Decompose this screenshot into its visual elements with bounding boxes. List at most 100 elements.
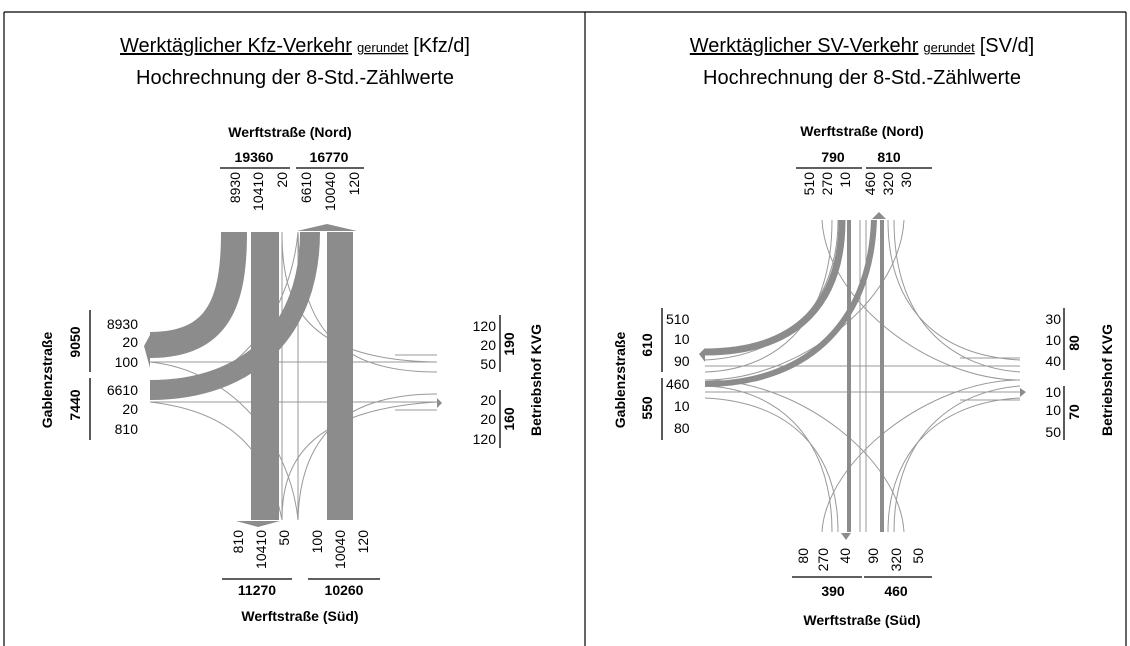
west-out-value: 20 — [122, 334, 138, 350]
west-out-value: 90 — [674, 353, 690, 369]
south-out-value: 270 — [815, 548, 831, 572]
flow-west-to-north — [704, 219, 877, 387]
arrow-east-out — [1020, 388, 1026, 397]
south-total-out: 11270 — [238, 582, 276, 598]
east-out-value: 30 — [1045, 311, 1061, 327]
south-road-label: Werftstraße (Süd) — [803, 612, 920, 628]
south-out-value: 10410 — [253, 530, 269, 569]
south-in-value: 90 — [865, 548, 881, 564]
south-road-label: Werftstraße (Süd) — [241, 608, 358, 624]
west-in-value: 20 — [122, 401, 138, 417]
north-out-value: 320 — [880, 172, 896, 196]
east-out-value: 120 — [473, 318, 497, 334]
north-out-value: 10040 — [322, 172, 338, 211]
west-in-value: 6610 — [107, 382, 138, 398]
north-in-value: 270 — [819, 172, 835, 196]
south-out-value: 50 — [276, 530, 292, 546]
arrow-north-out — [297, 224, 357, 231]
west-in-value: 80 — [674, 420, 690, 436]
south-in-value: 120 — [355, 530, 371, 554]
south-in-value: 10040 — [332, 530, 348, 569]
north-out-value: 460 — [862, 172, 878, 196]
east-in-value: 20 — [480, 411, 496, 427]
panel-title: Werktäglicher SV-Verkehr gerundet [SV/d] — [690, 35, 1034, 57]
north-total-in: 19360 — [235, 149, 274, 165]
west-out-value: 10 — [674, 331, 690, 347]
west-out-value: 510 — [666, 311, 690, 327]
west-in-value: 460 — [666, 376, 690, 392]
south-out-value: 810 — [230, 530, 246, 554]
thin-lane-lines — [704, 219, 1021, 533]
title-unit: [SV/d] — [980, 35, 1034, 57]
east-out-value: 40 — [1045, 353, 1061, 369]
east-in-value: 10 — [1045, 384, 1061, 400]
flow-north-to-west — [704, 219, 846, 356]
north-in-value: 8930 — [227, 172, 243, 203]
arrow-south-out — [236, 521, 280, 527]
west-total-out: 610 — [639, 333, 655, 357]
flow-arrows — [699, 212, 1026, 540]
south-total-in: 460 — [884, 583, 908, 599]
north-values: 510 270 10 460 320 30 — [801, 172, 914, 196]
east-total-out: 80 — [1066, 335, 1082, 351]
west-total-in: 7440 — [67, 389, 83, 420]
south-out-value: 80 — [795, 548, 811, 564]
north-in-value: 510 — [801, 172, 817, 196]
west-road-label: Gablenzstraße — [612, 332, 628, 429]
panel-kfz: Werktäglicher Kfz-Verkehr gerundet [Kfz/d]… — [39, 35, 544, 624]
east-in-value: 120 — [473, 431, 497, 447]
east-in-value: 20 — [480, 392, 496, 408]
east-out-value: 10 — [1045, 332, 1061, 348]
east-total-in: 160 — [501, 407, 517, 431]
title-main: Werktäglicher SV-Verkehr — [690, 35, 919, 57]
south-in-value: 100 — [309, 530, 325, 554]
north-total-in: 790 — [821, 149, 845, 165]
east-out-value: 50 — [480, 356, 496, 372]
north-road-label: Werftstraße (Nord) — [800, 123, 923, 139]
north-out-value: 120 — [346, 172, 362, 196]
south-in-value: 50 — [910, 548, 926, 564]
north-values: 8930 10410 20 6610 10040 120 — [227, 172, 362, 211]
east-road-label: Betriebshof KVG — [528, 324, 544, 436]
north-total-out: 810 — [877, 149, 901, 165]
panel-subtitle: Hochrechnung der 8-Std.-Zählwerte — [136, 67, 454, 89]
south-total-in: 10260 — [325, 582, 364, 598]
arrow-south-out — [841, 533, 851, 540]
west-out-value: 100 — [115, 354, 139, 370]
east-in-value: 10 — [1045, 402, 1061, 418]
north-in-value: 10410 — [250, 172, 266, 211]
west-in-value: 810 — [115, 421, 139, 437]
west-total-out: 9050 — [67, 326, 83, 357]
east-in-value: 50 — [1045, 424, 1061, 440]
flow-north-to-west — [149, 231, 247, 358]
north-out-value: 30 — [898, 172, 914, 188]
south-in-value: 320 — [888, 548, 904, 572]
west-out-value: 8930 — [107, 316, 138, 332]
east-total-out: 190 — [501, 332, 517, 356]
east-total-in: 70 — [1066, 404, 1082, 420]
panel-subtitle: Hochrechnung der 8-Std.-Zählwerte — [703, 67, 1021, 89]
north-road-label: Werftstraße (Nord) — [228, 124, 351, 140]
south-values: 810 10410 50 100 10040 120 — [230, 530, 371, 569]
south-out-value: 40 — [837, 548, 853, 564]
west-road-label: Gablenzstraße — [39, 332, 55, 429]
title-small: gerundet — [357, 40, 409, 55]
traffic-flows — [704, 219, 884, 532]
south-total-out: 390 — [821, 583, 845, 599]
flow-arrows — [144, 224, 442, 527]
arrow-west-out — [144, 335, 150, 368]
east-road-label: Betriebshof KVG — [1099, 324, 1115, 436]
west-total-in: 550 — [639, 396, 655, 420]
panel-title: Werktäglicher Kfz-Verkehr gerundet [Kfz/d] — [120, 35, 470, 57]
north-total-out: 16770 — [310, 149, 349, 165]
south-values: 80 270 40 90 320 50 — [795, 548, 926, 572]
flow-west-to-north — [149, 231, 320, 400]
north-in-value: 20 — [274, 172, 290, 188]
arrow-west-out — [699, 348, 705, 362]
west-in-value: 10 — [674, 398, 690, 414]
title-main: Werktäglicher Kfz-Verkehr — [120, 35, 352, 57]
north-out-value: 6610 — [298, 172, 314, 203]
panel-sv: Werktäglicher SV-Verkehr gerundet [SV/d] H… — [612, 35, 1115, 628]
title-unit: [Kfz/d] — [413, 35, 470, 57]
